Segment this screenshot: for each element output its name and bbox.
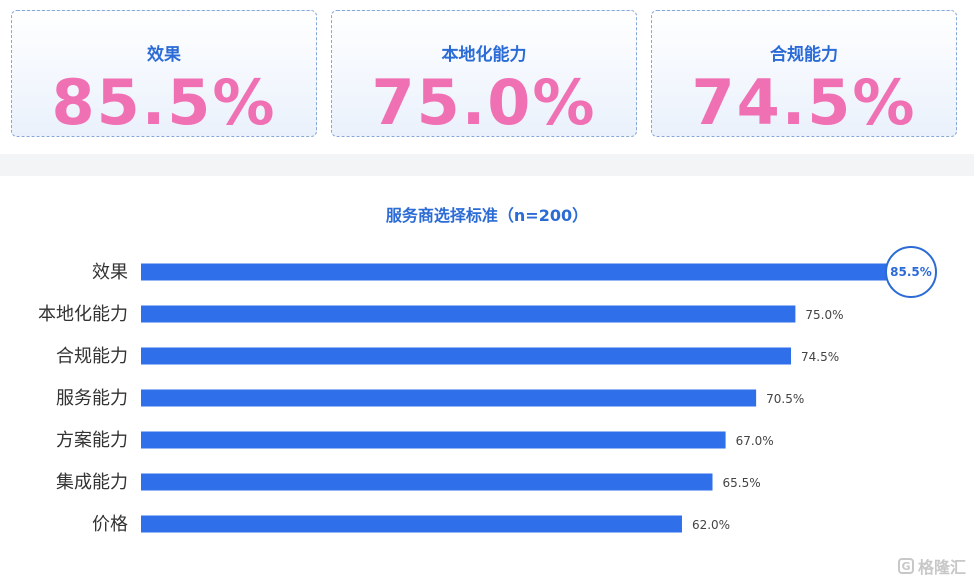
data-label: 75.0% — [805, 308, 843, 322]
highlight-circle — [885, 246, 937, 298]
data-label: 62.0% — [692, 518, 730, 532]
bar — [141, 515, 682, 533]
bar — [141, 389, 757, 407]
watermark-logo-icon: G — [897, 558, 914, 574]
category-label: 集成能力 — [56, 472, 128, 493]
kpi-card-value: 85.5% — [51, 66, 277, 139]
category-label: 价格 — [92, 514, 128, 535]
kpi-card-effect: 效果 85.5% — [11, 10, 317, 139]
data-label: 65.5% — [722, 476, 760, 490]
kpi-card-value: 75.0% — [371, 66, 597, 139]
chart-title: 服务商选择标准（n=200） — [385, 206, 589, 225]
kpi-cards: 效果 85.5% 本地化能力 75.0% 合规能力 74.5% — [0, 0, 974, 150]
watermark-text: 格隆汇 — [917, 558, 966, 577]
kpi-card-value: 74.5% — [691, 66, 917, 139]
bar — [141, 263, 887, 281]
data-label: 70.5% — [766, 392, 804, 406]
category-label: 合规能力 — [56, 346, 128, 367]
kpi-card-localization: 本地化能力 75.0% — [331, 10, 637, 139]
category-label: 效果 — [92, 262, 128, 283]
data-label: 67.0% — [736, 434, 774, 448]
kpi-card-label: 合规能力 — [770, 45, 838, 65]
category-label: 本地化能力 — [38, 304, 128, 325]
bar — [141, 347, 792, 365]
data-label: 85.5% — [890, 265, 932, 279]
category-label: 方案能力 — [56, 430, 128, 451]
bar — [141, 431, 726, 449]
category-label: 服务能力 — [56, 388, 128, 409]
watermark: G 格隆汇 — [897, 554, 966, 578]
kpi-card-compliance: 合规能力 74.5% — [651, 10, 957, 139]
kpi-card-label: 效果 — [147, 45, 181, 65]
bar — [141, 305, 796, 323]
data-label: 74.5% — [801, 350, 839, 364]
bar — [141, 473, 713, 491]
kpi-card-label: 本地化能力 — [441, 45, 527, 65]
section-divider — [0, 154, 974, 176]
